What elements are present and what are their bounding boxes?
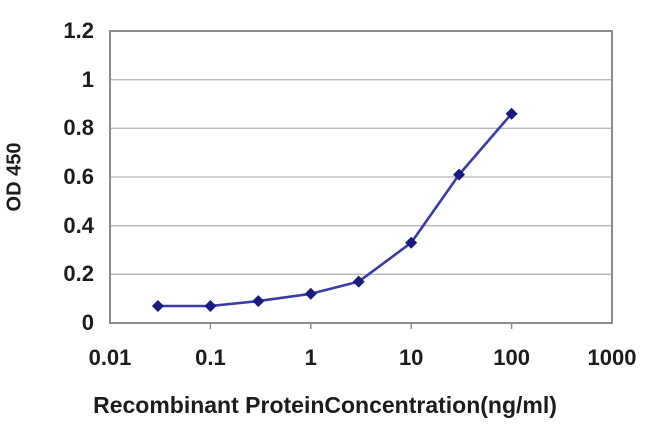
y-tick-label: 1.2 xyxy=(63,18,94,43)
y-tick-label: 0 xyxy=(81,310,94,335)
data-point-markers xyxy=(151,107,518,312)
y-tick-label: 0.4 xyxy=(63,212,94,238)
data-point-marker xyxy=(252,295,265,308)
y-tick-label: 1 xyxy=(81,66,94,92)
data-point-marker xyxy=(405,236,418,249)
x-tick-label: 1000 xyxy=(587,345,637,370)
x-tick-label: 100 xyxy=(493,345,530,370)
data-point-marker xyxy=(151,299,164,312)
data-point-marker xyxy=(304,287,317,300)
data-point-marker xyxy=(352,275,365,288)
x-axis-title: Recombinant ProteinConcentration(ng/ml) xyxy=(93,392,557,418)
x-tick-label: 10 xyxy=(398,345,424,370)
data-point-marker xyxy=(204,299,217,312)
plot-border xyxy=(109,30,613,324)
x-tick-label: 0.01 xyxy=(88,345,132,370)
series-line xyxy=(157,112,513,308)
x-tick-label: 0.1 xyxy=(195,345,226,370)
data-point-marker xyxy=(453,168,466,181)
y-tick-label: 0.2 xyxy=(63,261,94,287)
y-axis-title: OD 450 xyxy=(3,142,26,212)
data-point-marker xyxy=(505,107,518,120)
y-tick-label: 0.8 xyxy=(63,115,94,141)
y-tick-label: 0.6 xyxy=(63,164,94,189)
x-tick-label: 1 xyxy=(304,345,317,370)
